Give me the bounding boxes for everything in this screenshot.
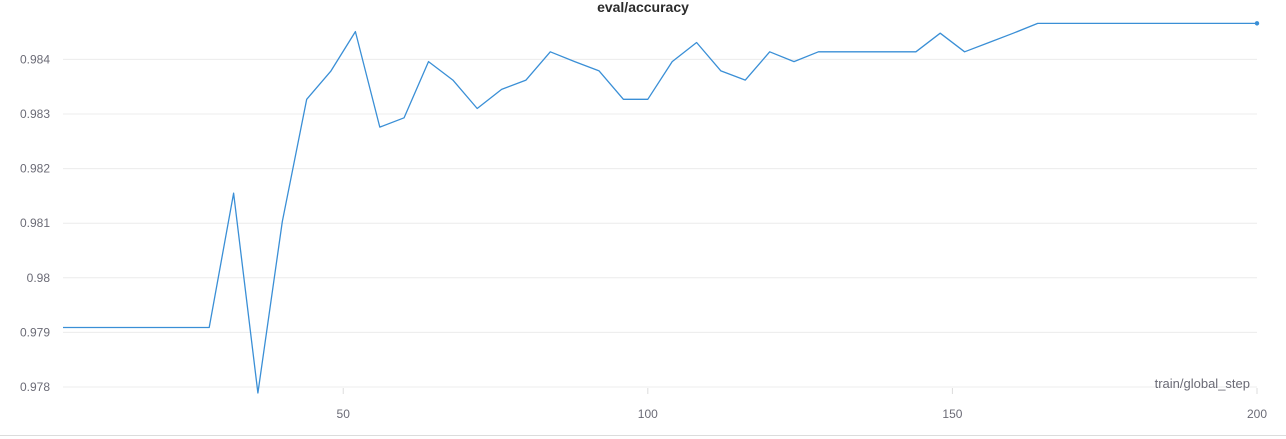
series-end-point	[1254, 21, 1260, 26]
y-tick-label: 0.98	[27, 271, 51, 285]
y-tick-label: 0.982	[20, 162, 50, 176]
y-tick-label: 0.983	[20, 107, 50, 121]
y-tick-label: 0.984	[20, 52, 50, 66]
x-tick-label: 50	[337, 407, 351, 421]
y-tick-label: 0.981	[20, 216, 50, 230]
series-line	[63, 22, 1257, 394]
x-axis-title: train/global_step	[1155, 376, 1250, 391]
x-tick-label: 100	[638, 407, 658, 421]
x-tick-label: 200	[1247, 407, 1267, 421]
y-tick-label: 0.979	[20, 325, 50, 339]
y-tick-label: 0.978	[20, 380, 50, 394]
x-tick-label: 150	[942, 407, 962, 421]
chart-title: eval/accuracy	[597, 0, 689, 15]
